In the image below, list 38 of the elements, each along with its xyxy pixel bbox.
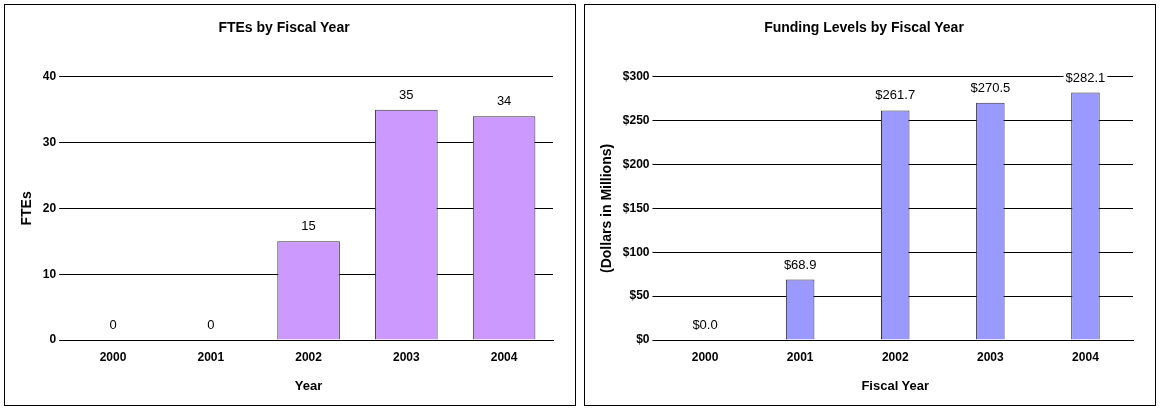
data-label: $270.5 — [970, 79, 1011, 95]
data-label: 35 — [399, 86, 414, 102]
data-label: $261.7 — [875, 87, 916, 103]
x-tick-label: 2004 — [490, 349, 518, 364]
y-tick-label: $50 — [629, 288, 650, 303]
y-tick-label: $0 — [636, 332, 650, 347]
x-tick-label: 2004 — [1072, 349, 1100, 364]
y-tick-label: 10 — [42, 266, 57, 281]
y-tick-label: 40 — [42, 69, 57, 84]
y-tick-label: $300 — [622, 69, 650, 84]
x-tick-label: 2003 — [977, 349, 1005, 364]
data-label: 34 — [496, 93, 512, 109]
y-tick-label: $200 — [622, 156, 650, 171]
data-label: 15 — [301, 218, 316, 234]
chart-title: Funding Levels by Fiscal Year — [764, 19, 965, 36]
x-tick-label: 2002 — [295, 349, 323, 364]
x-tick-label: 2000 — [99, 349, 127, 364]
data-label: $0.0 — [692, 317, 718, 333]
x-axis-title: Fiscal Year — [861, 377, 930, 393]
y-tick-label: $250 — [622, 112, 650, 127]
x-tick-label: 2003 — [392, 349, 421, 364]
data-label: $282.1 — [1065, 69, 1106, 85]
y-tick-label: $150 — [622, 200, 650, 215]
y-tick-label: $100 — [622, 244, 650, 259]
y-tick-label: 0 — [49, 332, 57, 347]
data-label: 0 — [207, 317, 215, 333]
y-axis-title: (Dollars in Millions) — [598, 143, 615, 273]
y-tick-label: 30 — [42, 134, 57, 149]
data-label: 0 — [109, 317, 117, 333]
chart-title: FTEs by Fiscal Year — [218, 19, 351, 36]
y-axis-title: FTEs — [18, 191, 35, 226]
x-tick-label: 2001 — [786, 349, 814, 364]
x-tick-label: 2000 — [691, 349, 719, 364]
x-axis-title: Year — [294, 377, 323, 393]
data-label: $68.9 — [783, 256, 817, 272]
y-tick-label: 20 — [42, 200, 57, 215]
x-tick-label: 2001 — [197, 349, 225, 364]
x-tick-label: 2002 — [881, 349, 909, 364]
